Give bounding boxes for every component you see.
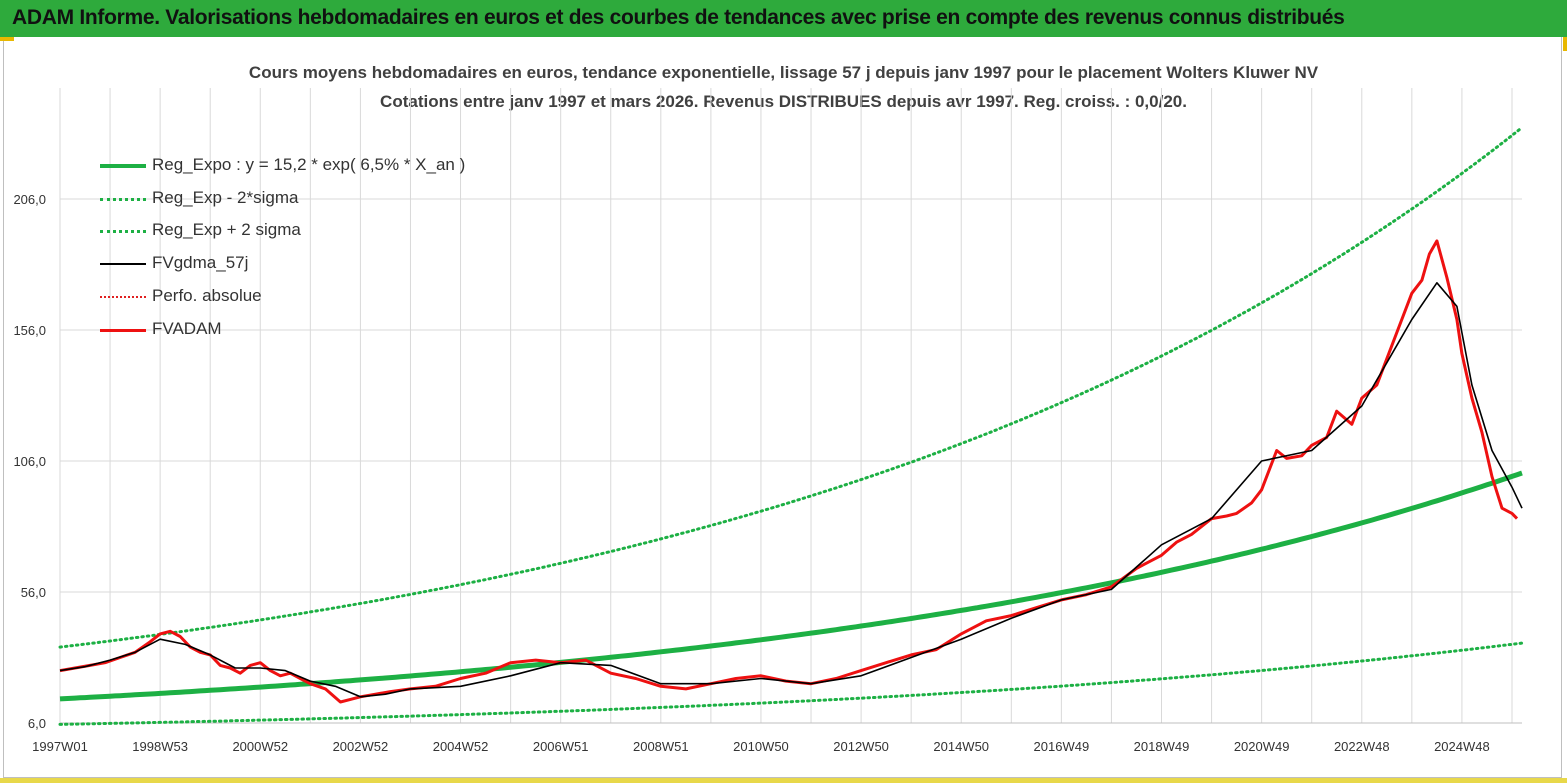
y-tick-label: 106,0 bbox=[13, 454, 46, 469]
x-tick-label: 2012W50 bbox=[833, 739, 889, 754]
legend-label: Reg_Exp + 2 sigma bbox=[152, 220, 301, 239]
chart-subtitle: Cotations entre janv 1997 et mars 2026. … bbox=[380, 92, 1187, 111]
x-tick-label: 2004W52 bbox=[433, 739, 489, 754]
legend-swatch bbox=[100, 329, 146, 332]
series-reg-exp-minus-2-sigma bbox=[58, 641, 1524, 726]
x-tick-label: 2008W51 bbox=[633, 739, 689, 754]
legend-label: FVADAM bbox=[152, 319, 222, 338]
chart-frame bbox=[3, 37, 1562, 778]
x-tick-label: 2002W52 bbox=[333, 739, 389, 754]
frame-corner-right bbox=[1563, 37, 1567, 51]
legend-label: Reg_Exp - 2*sigma bbox=[152, 188, 299, 207]
x-tick-label: 2018W49 bbox=[1134, 739, 1190, 754]
x-tick-label: 2014W50 bbox=[933, 739, 989, 754]
y-tick-label: 56,0 bbox=[21, 585, 46, 600]
bottom-bar bbox=[0, 778, 1567, 783]
x-tick-label: 2010W50 bbox=[733, 739, 789, 754]
frame-corner-left bbox=[0, 37, 14, 41]
report-title: ADAM Informe. Valorisations hebdomadaire… bbox=[12, 6, 1345, 29]
report-banner bbox=[0, 0, 1567, 37]
legend-swatch bbox=[100, 164, 146, 168]
series-reg-exp-plus-2-sigma bbox=[58, 126, 1524, 649]
x-tick-label: 2020W49 bbox=[1234, 739, 1290, 754]
x-tick-label: 2022W48 bbox=[1334, 739, 1390, 754]
y-tick-label: 6,0 bbox=[28, 716, 46, 731]
legend-label: Perfo. absolue bbox=[152, 286, 262, 305]
x-tick-label: 1998W53 bbox=[132, 739, 188, 754]
x-tick-label: 2016W49 bbox=[1034, 739, 1090, 754]
legend-swatch bbox=[100, 263, 146, 265]
series-lines bbox=[58, 126, 1524, 726]
x-tick-label: 1997W01 bbox=[32, 739, 88, 754]
legend-swatch bbox=[100, 296, 146, 298]
y-axis-ticks: 6,0 56,0 106,0 156,0 206,0 bbox=[13, 192, 46, 731]
legend-label: FVgdma_57j bbox=[152, 253, 249, 272]
gridlines bbox=[59, 88, 1522, 724]
series-reg-expo bbox=[59, 470, 1523, 702]
chart-title: Cours moyens hebdomadaires en euros, ten… bbox=[248, 63, 1319, 82]
x-axis-ticks: 1997W01 1998W53 2000W52 2002W52 2004W52 2006W… bbox=[32, 739, 1490, 754]
legend-swatch bbox=[100, 230, 146, 233]
y-tick-label: 156,0 bbox=[13, 323, 46, 338]
series-fvgdma-57j bbox=[59, 282, 1523, 698]
legend-label: Reg_Expo : y = 15,2 * exp( 6,5% * X_an ) bbox=[152, 155, 466, 174]
series-fvadam bbox=[59, 239, 1519, 704]
x-tick-label: 2006W51 bbox=[533, 739, 589, 754]
x-tick-label: 2024W48 bbox=[1434, 739, 1490, 754]
x-tick-label: 2000W52 bbox=[232, 739, 288, 754]
y-tick-label: 206,0 bbox=[13, 192, 46, 207]
legend-swatch bbox=[100, 198, 146, 201]
